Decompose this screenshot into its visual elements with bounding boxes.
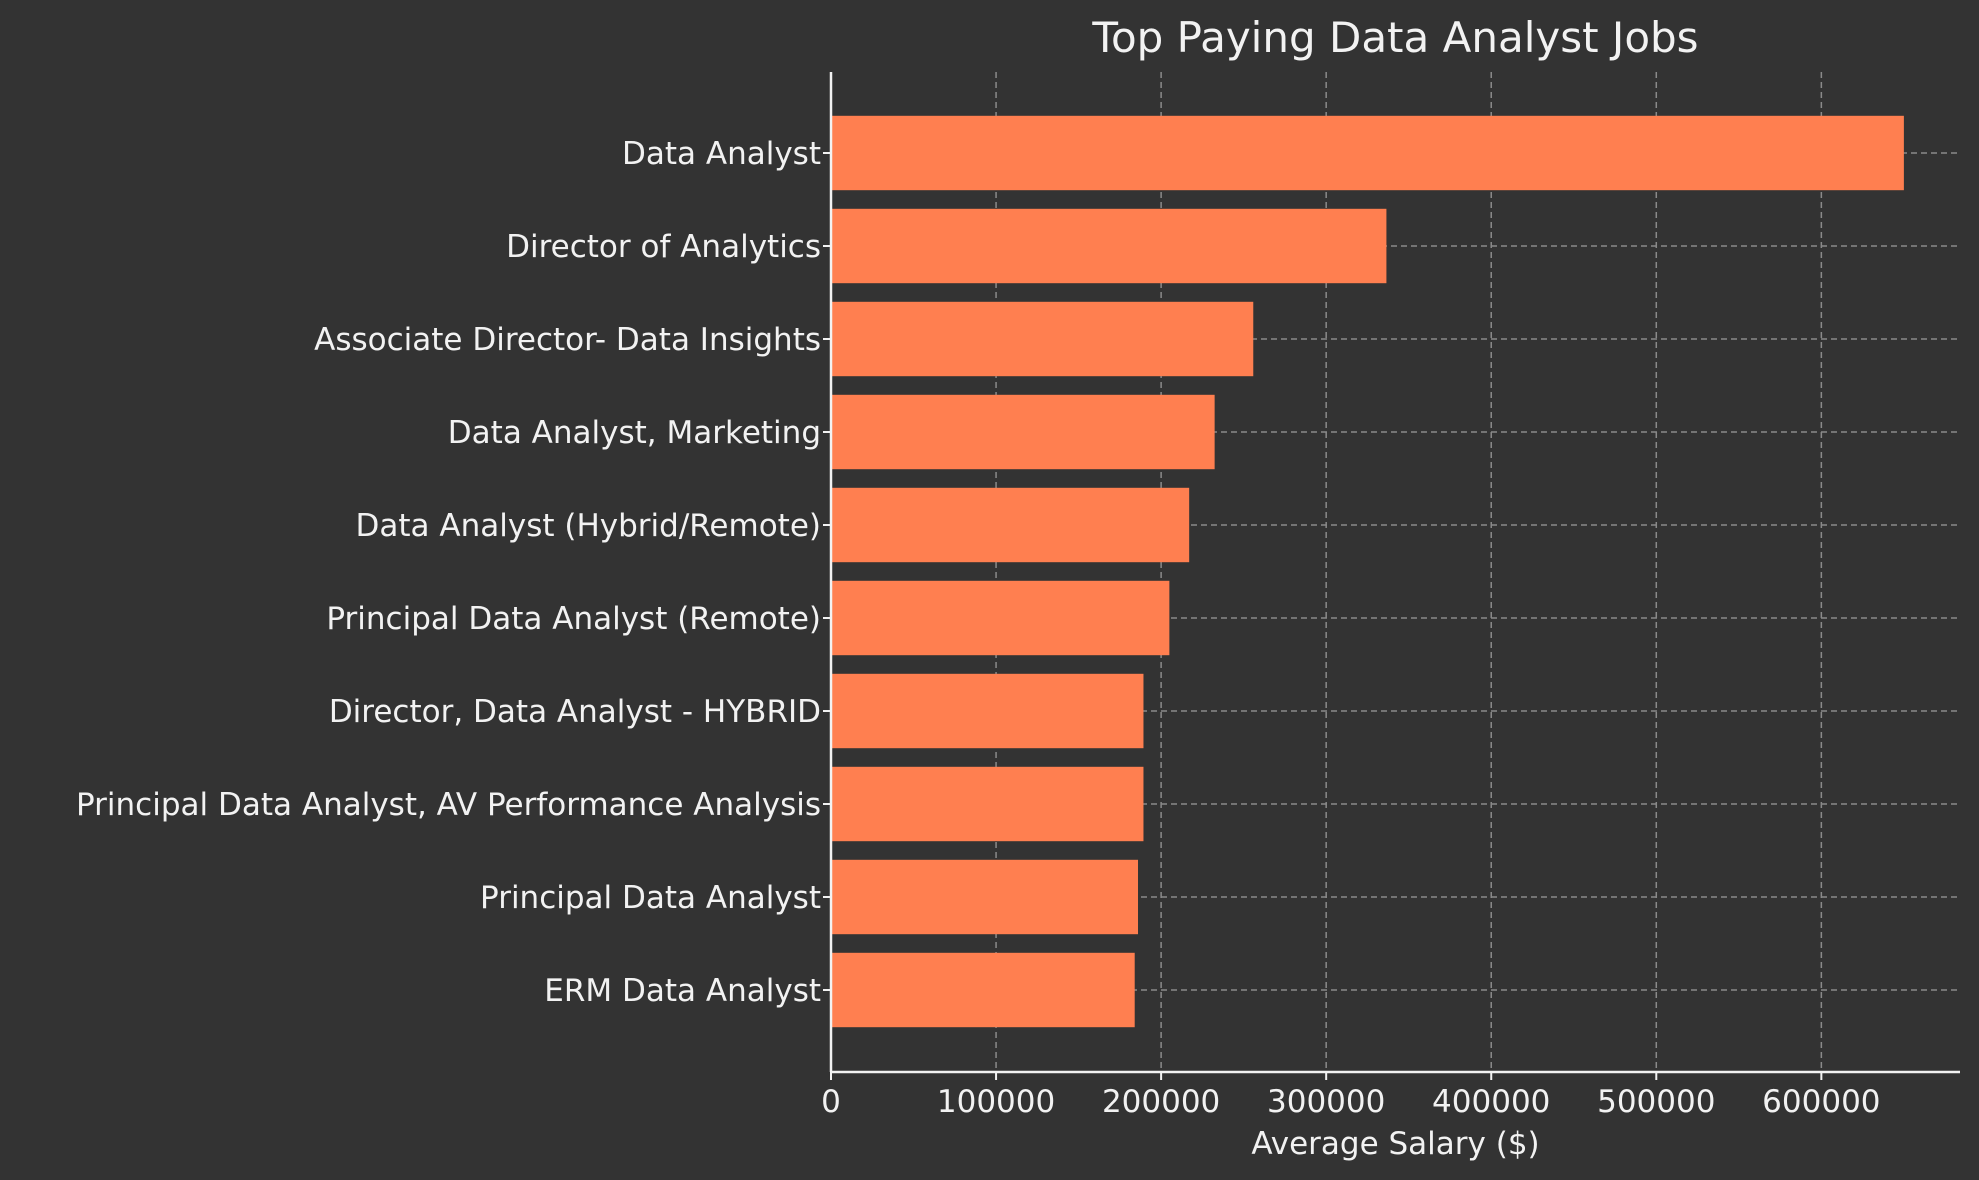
bar bbox=[831, 487, 1190, 563]
bar bbox=[831, 766, 1144, 842]
x-axis-title: Average Salary ($) bbox=[1251, 1126, 1539, 1162]
x-tick-label: 200000 bbox=[1102, 1084, 1220, 1120]
category-label: Principal Data Analyst bbox=[480, 880, 821, 916]
category-label: Principal Data Analyst (Remote) bbox=[326, 601, 821, 637]
category-label: ERM Data Analyst bbox=[544, 973, 821, 1009]
chart-title: Top Paying Data Analyst Jobs bbox=[1091, 13, 1698, 62]
category-label: Data Analyst bbox=[622, 136, 821, 172]
bar bbox=[831, 673, 1144, 749]
x-tick-label: 500000 bbox=[1597, 1084, 1715, 1120]
bar bbox=[831, 115, 1904, 191]
x-tick-label: 300000 bbox=[1267, 1084, 1385, 1120]
category-label: Data Analyst (Hybrid/Remote) bbox=[356, 508, 821, 544]
category-label: Data Analyst, Marketing bbox=[448, 415, 821, 451]
bar bbox=[831, 208, 1387, 284]
category-label: Associate Director- Data Insights bbox=[314, 322, 821, 358]
category-label: Director, Data Analyst - HYBRID bbox=[329, 694, 821, 730]
grid-lines bbox=[831, 72, 1960, 1072]
x-tick-labels: 0 100000 200000 300000 400000 500000 600000 bbox=[821, 1072, 1881, 1120]
bar bbox=[831, 952, 1135, 1028]
bars bbox=[831, 115, 1904, 1028]
x-tick-label: 400000 bbox=[1432, 1084, 1550, 1120]
x-tick-label: 100000 bbox=[937, 1084, 1055, 1120]
bar bbox=[831, 394, 1215, 470]
bar bbox=[831, 301, 1254, 377]
category-label: Director of Analytics bbox=[506, 229, 821, 265]
axes bbox=[829, 72, 1960, 1074]
category-label: Principal Data Analyst, AV Performance A… bbox=[76, 787, 821, 823]
category-labels: Data Analyst Director of Analytics Associa… bbox=[76, 136, 831, 1009]
x-tick-label: 0 bbox=[821, 1084, 841, 1120]
bar bbox=[831, 580, 1170, 656]
bar bbox=[831, 859, 1139, 935]
x-tick-label: 600000 bbox=[1762, 1084, 1880, 1120]
